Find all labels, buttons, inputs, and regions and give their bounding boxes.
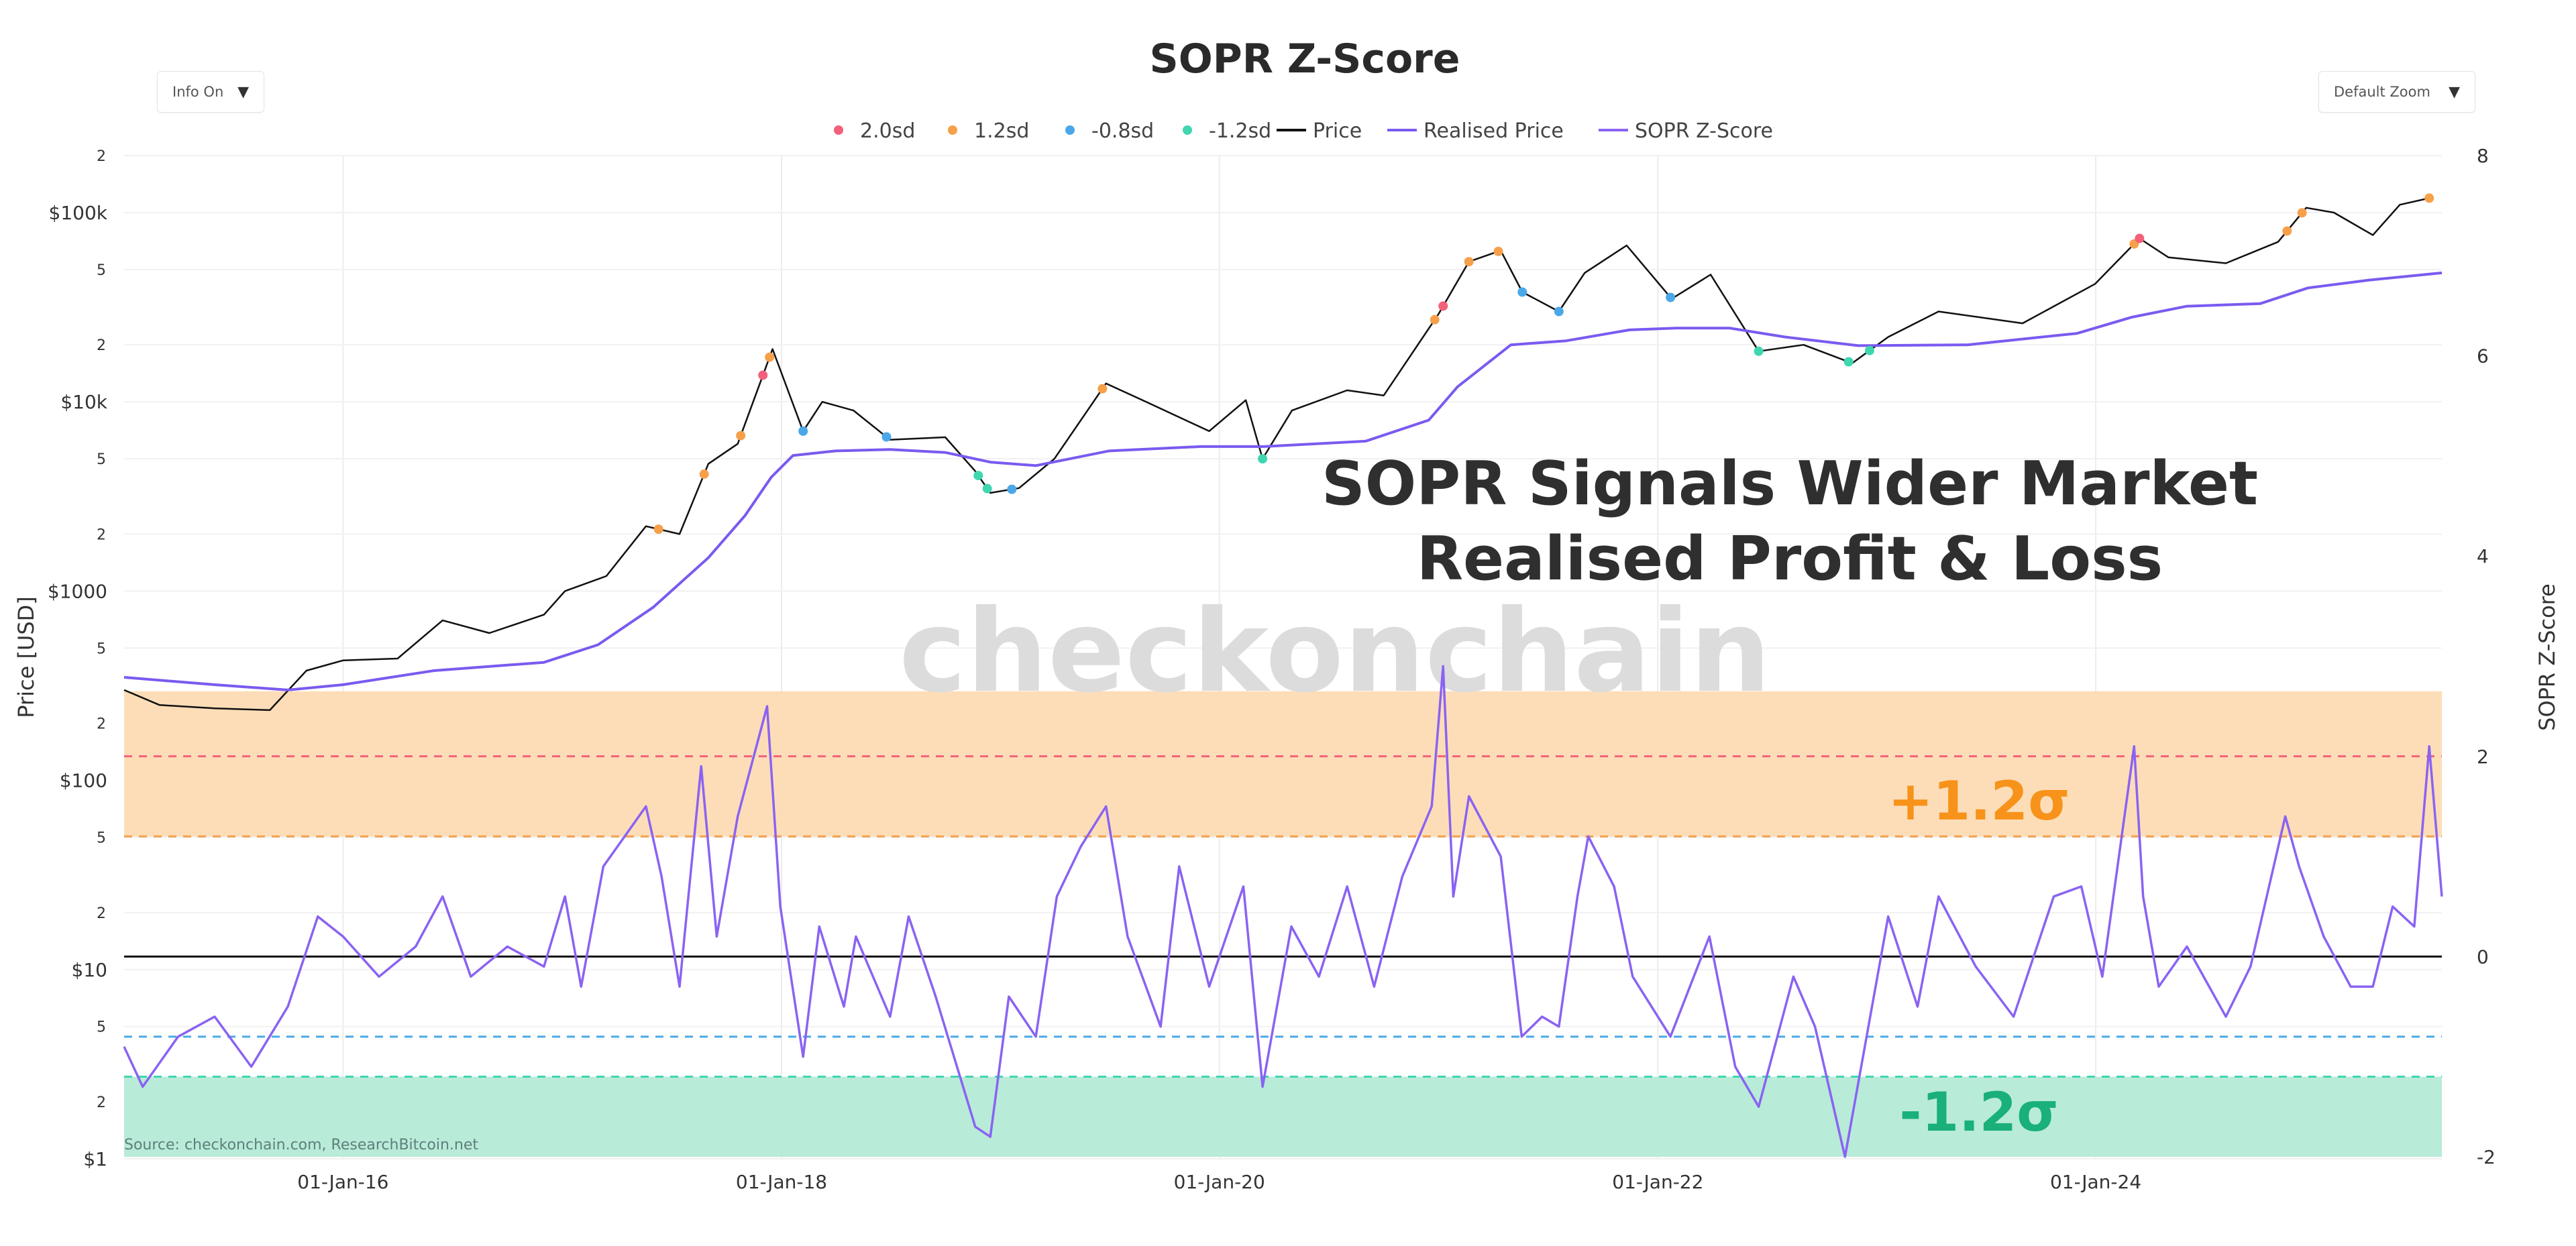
- sd-marker: [1864, 345, 1874, 355]
- info-toggle-label: Info On: [172, 84, 224, 100]
- y-right-tick-label: -2: [2477, 1146, 2496, 1168]
- headline-line-2: Realised Profit & Loss: [1417, 524, 2163, 594]
- sd-marker: [1843, 357, 1854, 367]
- y-left-minor-tick-label: 2: [97, 148, 106, 165]
- x-tick-label: 01-Jan-22: [1612, 1171, 1703, 1193]
- y-left-minor-tick-label: 2: [97, 905, 106, 922]
- y-left-minor-tick-label: 5: [97, 262, 106, 279]
- legend-label: Price: [1313, 119, 1362, 143]
- x-tick-label: 01-Jan-16: [297, 1171, 388, 1193]
- y-left-tick-label: $10k: [60, 391, 107, 413]
- sd-marker: [699, 469, 709, 479]
- y-left-tick-label: $100: [60, 770, 107, 792]
- sd-marker: [1007, 484, 1017, 494]
- y-left-minor-tick-label: 2: [97, 1094, 106, 1111]
- sd-marker: [2282, 226, 2292, 236]
- info-toggle-dropdown[interactable]: Info On ▼: [157, 71, 264, 113]
- sd-marker: [1493, 246, 1503, 256]
- y-left-tick-label: $1: [83, 1148, 107, 1170]
- y-left-axis-title: Price [USD]: [13, 596, 39, 718]
- chevron-down-icon: ▼: [2449, 83, 2460, 101]
- legend-label: -1.2sd: [1209, 119, 1271, 143]
- sd-marker: [1666, 292, 1676, 302]
- series-line-sopr-z-score: [123, 665, 2443, 1158]
- legend-marker: [1183, 125, 1192, 135]
- sd-marker: [758, 370, 768, 380]
- x-tick-label: 01-Jan-24: [2050, 1171, 2141, 1193]
- y-left-minor-tick-label: 5: [97, 451, 106, 468]
- sd-marker: [2297, 208, 2307, 218]
- series-line-price: [123, 196, 2432, 712]
- y-left-minor-tick-label: 2: [97, 716, 106, 733]
- y-right-tick-label: 0: [2477, 946, 2489, 968]
- zoom-dropdown[interactable]: Default Zoom ▼: [2318, 71, 2475, 113]
- sigma-band: [124, 1076, 2442, 1157]
- y-left-tick-label: $100k: [49, 202, 108, 224]
- sd-marker: [2135, 233, 2145, 243]
- sd-marker: [798, 426, 808, 436]
- y-left-tick-label: $1000: [48, 580, 107, 602]
- sd-marker: [1430, 315, 1440, 325]
- sd-marker: [653, 524, 663, 534]
- sd-marker: [881, 432, 892, 442]
- sigma-bands: [124, 691, 2442, 1157]
- series-line-realised-price: [123, 271, 2443, 691]
- watermark-text: checkonchain: [899, 585, 1771, 718]
- y-left-minor-tick-label: 5: [97, 1019, 106, 1036]
- sd-markers: [653, 193, 2434, 534]
- sd-marker: [1517, 287, 1527, 297]
- sd-marker: [973, 471, 983, 481]
- sd-marker: [1464, 257, 1474, 267]
- y-left-minor-tick-label: 2: [97, 337, 106, 354]
- y-right-tick-label: 2: [2477, 746, 2489, 768]
- legend-label: SOPR Z-Score: [1635, 119, 1773, 143]
- y-right-tick-label: 8: [2477, 145, 2489, 167]
- source-text: Source: checkonchain.com, ResearchBitcoi…: [124, 1137, 478, 1153]
- sd-marker: [1258, 454, 1268, 464]
- sd-marker: [982, 484, 992, 494]
- sd-marker: [1438, 301, 1448, 311]
- sd-marker: [736, 431, 746, 441]
- y-left-tick-label: $10: [72, 959, 107, 981]
- axes: $1 $10 $100 $1000 $10k $100k 2 5 2 5 2 5 2 5 2 5 2 -2 0 2 4 6…: [13, 145, 2560, 1193]
- legend-marker: [834, 125, 843, 135]
- band-lower-label: -1.2σ: [1899, 1081, 2058, 1143]
- legend-label: 2.0sd: [860, 119, 915, 143]
- y-right-tick-label: 4: [2477, 545, 2489, 567]
- chart-title: SOPR Z-Score: [1150, 36, 1460, 82]
- y-right-tick-label: 6: [2477, 345, 2489, 367]
- headline-line-1: SOPR Signals Wider Market: [1322, 449, 2258, 519]
- y-right-axis-title: SOPR Z-Score: [2534, 583, 2560, 731]
- sd-marker: [1754, 346, 1764, 356]
- sd-marker: [1097, 384, 1108, 394]
- series-lines: [123, 196, 2443, 1158]
- y-left-minor-tick-label: 2: [97, 526, 106, 543]
- sd-marker: [1554, 306, 1564, 317]
- legend-label: 1.2sd: [974, 119, 1029, 143]
- band-upper-label: +1.2σ: [1888, 770, 2070, 832]
- legend-marker: [1065, 125, 1075, 135]
- sd-marker: [765, 352, 775, 362]
- zoom-dropdown-label: Default Zoom: [2334, 84, 2430, 100]
- sd-marker: [2424, 193, 2434, 203]
- legend-label: Realised Price: [1424, 119, 1564, 143]
- y-left-minor-tick-label: 5: [97, 830, 106, 847]
- legend-label: -0.8sd: [1091, 119, 1154, 143]
- chevron-down-icon: ▼: [237, 83, 249, 101]
- y-left-minor-tick-label: 5: [97, 640, 106, 657]
- legend: 2.0sd 1.2sd -0.8sd -1.2sd Price Realised Pric…: [834, 119, 1773, 143]
- x-tick-label: 01-Jan-20: [1174, 1171, 1265, 1193]
- reference-lines: [124, 755, 2442, 1078]
- x-tick-label: 01-Jan-18: [736, 1171, 827, 1193]
- sigma-band: [124, 691, 2442, 837]
- legend-marker: [948, 125, 957, 135]
